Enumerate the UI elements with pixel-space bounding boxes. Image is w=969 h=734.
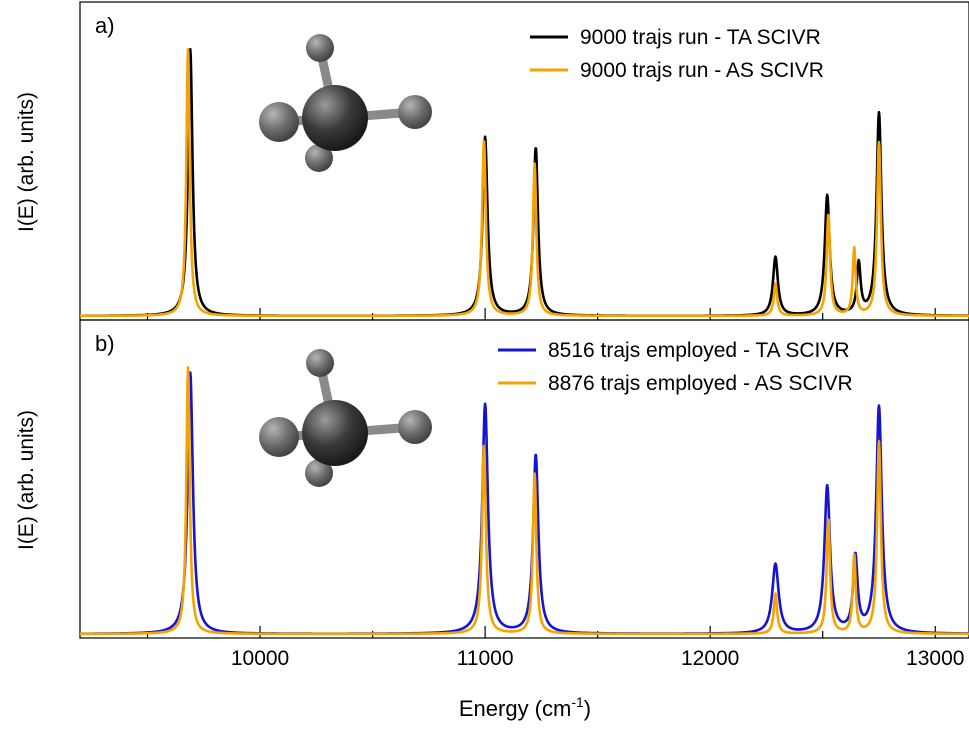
x-axis-label: Energy (cm-1) xyxy=(459,694,591,721)
molecule-hydrogen xyxy=(306,34,334,62)
molecule-hydrogen xyxy=(398,95,432,129)
molecule-hydrogen xyxy=(259,102,299,142)
molecule-hydrogen xyxy=(305,459,333,487)
panel-a: a) I(E) (arb. units) 9000 trajs run - TA… xyxy=(15,1,969,321)
panel-b-legend: 8516 trajs employed - TA SCIVR 8876 traj… xyxy=(498,339,853,395)
x-axis-label-end: ) xyxy=(584,696,591,721)
molecule-hydrogen xyxy=(398,410,432,444)
methane-molecule-icon xyxy=(259,34,432,172)
panel-b: b) I(E) (arb. units) 8516 trajs employed… xyxy=(15,319,969,670)
molecule-hydrogen xyxy=(259,417,299,457)
legend-label-ta-a: 9000 trajs run - TA SCIVR xyxy=(580,26,821,49)
series-line-a-0 xyxy=(79,47,969,318)
methane-molecule-icon xyxy=(259,349,432,487)
x-tick-label-10000: 10000 xyxy=(231,647,289,670)
x-tick-label-13000: 13000 xyxy=(906,647,964,670)
x-tick-label-11000: 11000 xyxy=(457,647,514,670)
x-tick-labels: 10000 11000 12000 13000 xyxy=(231,647,965,670)
molecule-carbon xyxy=(302,85,368,151)
panel-a-frame xyxy=(79,1,969,321)
panel-b-ylabel: I(E) (arb. units) xyxy=(15,410,38,550)
x-tick-label-12000: 12000 xyxy=(681,647,739,670)
legend-label-as-b: 8876 trajs employed - AS SCIVR xyxy=(548,372,853,395)
x-axis-label-sup: -1 xyxy=(571,694,584,710)
panel-b-frame xyxy=(79,319,969,639)
series-line-b-0 xyxy=(79,371,969,635)
panel-a-series xyxy=(79,47,969,318)
series-line-a-1 xyxy=(79,47,969,318)
series-line-b-1 xyxy=(79,365,969,636)
legend-label-ta-b: 8516 trajs employed - TA SCIVR xyxy=(548,339,850,362)
panel-b-series xyxy=(79,365,969,636)
panel-a-label: a) xyxy=(95,13,115,38)
x-axis-label-main: Energy (cm xyxy=(459,696,571,721)
panel-a-legend: 9000 trajs run - TA SCIVR 9000 trajs run… xyxy=(530,26,824,82)
molecule-hydrogen xyxy=(306,349,334,377)
panel-a-ylabel: I(E) (arb. units) xyxy=(15,92,38,232)
panel-b-label: b) xyxy=(95,331,115,356)
panel-b-ticks xyxy=(146,626,936,638)
molecule-carbon xyxy=(302,400,368,466)
legend-label-as-a: 9000 trajs run - AS SCIVR xyxy=(580,59,824,82)
panel-a-ticks xyxy=(146,308,936,320)
molecule-hydrogen xyxy=(305,144,333,172)
